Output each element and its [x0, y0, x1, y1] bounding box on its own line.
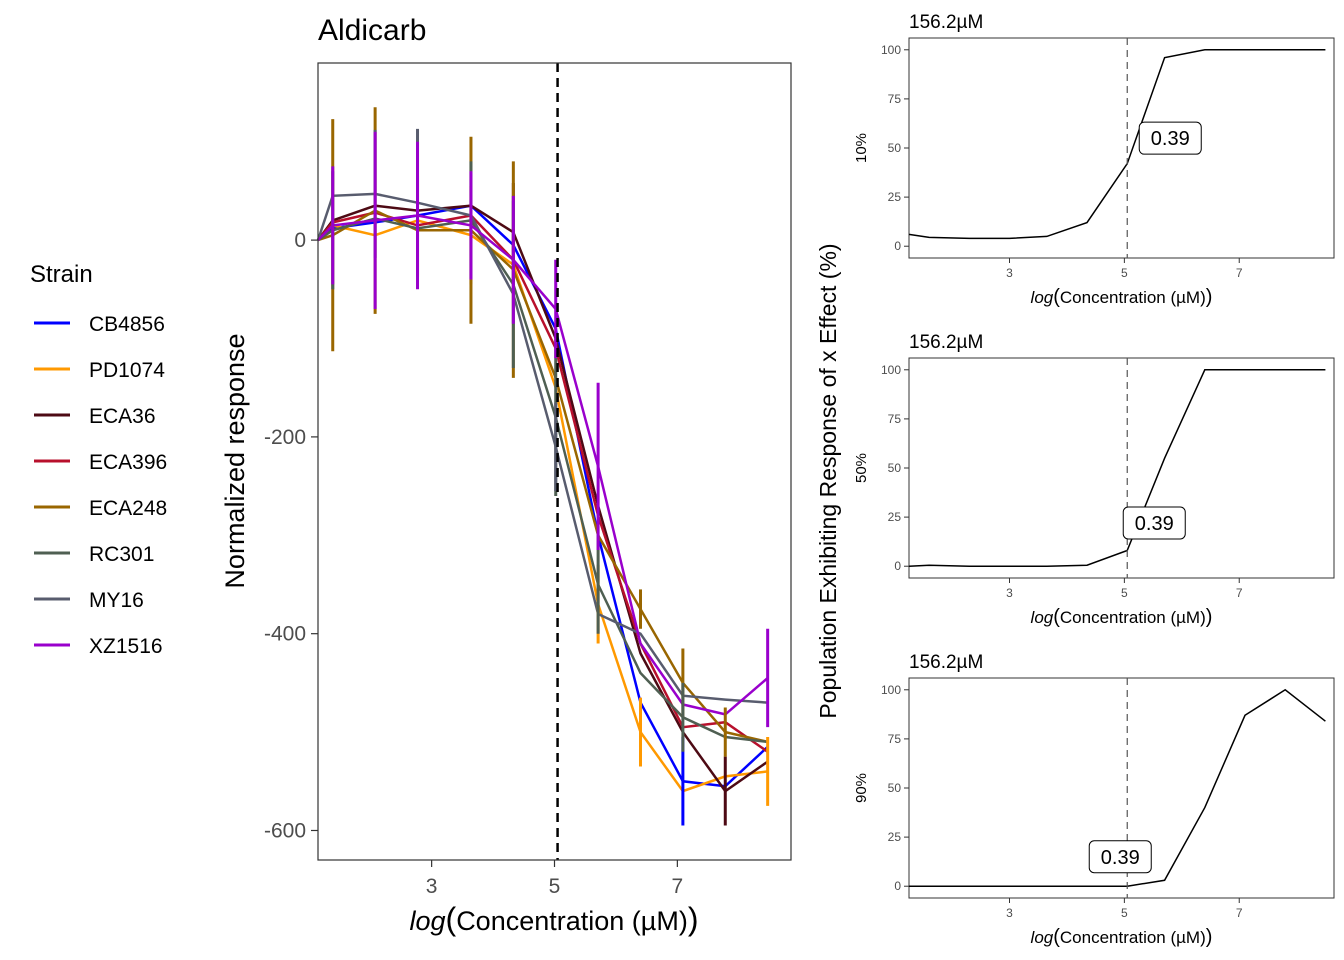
panel-x-axis-label: log(Concentration (µM))	[1031, 286, 1213, 308]
panel-x-tick-label: 7	[1236, 906, 1243, 920]
series-line-my16	[316, 192, 768, 704]
x-label-log: log	[410, 906, 446, 936]
legend-title: Strain	[30, 261, 93, 288]
panel-x-axis-label: log(Concentration (µM))	[1031, 606, 1213, 628]
threshold-panel-90pct: 156.2µM 0.39 3 5 7 0 25 50 75 100 90% log(Concentra…	[853, 652, 1335, 948]
panel-curve	[908, 369, 1326, 567]
panel-y-tick-label: 75	[888, 412, 902, 426]
main-y-tick-label: -400	[264, 623, 306, 646]
panel-y-tick-label: 75	[888, 92, 902, 106]
series-line-eca248	[317, 209, 768, 744]
panel-x-tick-label: 3	[1006, 906, 1013, 920]
panel-border	[908, 357, 1335, 579]
legend-label-eca248: ECA248	[89, 497, 167, 520]
panel-y-axis-label: 90%	[853, 773, 870, 803]
threshold-panel-50pct: 156.2µM 0.39 3 5 7 0 25 50 75 100 50% log(Concentra…	[853, 332, 1335, 628]
legend-label-cb4856: CB4856	[89, 313, 165, 336]
panel-title: 156.2µM	[909, 12, 983, 33]
legend-label-eca396: ECA396	[89, 451, 167, 474]
panel-x-tick-label: 7	[1236, 266, 1243, 280]
panel-y-tick-label: 0	[894, 559, 901, 573]
main-x-tick-label: 5	[549, 875, 561, 898]
outer-y-axis-label: Population Exhibiting Response of x Effe…	[815, 243, 841, 718]
panel-y-tick-label: 25	[888, 830, 902, 844]
panel-title: 156.2µM	[909, 652, 983, 673]
panel-title: 156.2µM	[909, 332, 983, 353]
panel-y-tick-label: 100	[881, 683, 901, 697]
main-x-tick-label: 3	[426, 875, 438, 898]
panel-curve	[908, 49, 1326, 240]
x-label-body: Concentration (µM)	[456, 906, 688, 936]
main-x-axis-label: log(Concentration (µM))	[410, 901, 699, 937]
legend-label-pd1074: PD1074	[89, 359, 165, 382]
main-y-tick-label: -600	[264, 819, 306, 842]
panel-value-label: 0.39	[1101, 847, 1140, 869]
panel-x-tick-label: 3	[1006, 266, 1013, 280]
threshold-panel-10pct: 156.2µM 0.39 3 5 7 0 25 50 75 100 10% log(Concentra…	[853, 12, 1335, 308]
main-chart-title: Aldicarb	[318, 14, 426, 47]
panel-value-label-box	[1138, 121, 1202, 155]
panel-y-tick-label: 100	[881, 363, 901, 377]
series-line-xz1516	[317, 214, 769, 716]
panel-x-tick-label: 5	[1121, 906, 1128, 920]
panel-y-tick-label: 50	[888, 141, 902, 155]
panel-value-label: 0.39	[1135, 513, 1174, 535]
main-chart: Aldicarb 3 5 7 0 -200 -400 -600 Normalized res…	[220, 14, 792, 937]
panel-y-tick-label: 25	[888, 510, 902, 524]
panel-y-tick-label: 0	[894, 879, 901, 893]
panel-y-tick-label: 0	[894, 239, 901, 253]
legend-label-rc301: RC301	[89, 543, 154, 566]
panel-y-tick-label: 25	[888, 190, 902, 204]
main-y-tick-label: 0	[294, 229, 306, 252]
series-line-rc301	[317, 217, 768, 744]
panel-x-tick-label: 5	[1121, 586, 1128, 600]
legend-label-my16: MY16	[89, 589, 144, 612]
panel-border	[908, 37, 1335, 259]
legend-label-xz1516: XZ1516	[89, 635, 163, 658]
main-x-tick-label: 7	[672, 875, 684, 898]
panel-y-tick-label: 100	[881, 43, 901, 57]
panel-y-tick-label: 50	[888, 461, 902, 475]
panel-x-tick-label: 5	[1121, 266, 1128, 280]
legend-label-eca36: ECA36	[89, 405, 156, 428]
panel-x-axis-label: log(Concentration (µM))	[1031, 926, 1213, 948]
panel-y-axis-label: 10%	[853, 133, 870, 163]
panel-value-label-box	[1088, 840, 1152, 874]
panel-value-label-box	[1122, 506, 1186, 540]
strain-legend: Strain CB4856 PD1074 ECA36 ECA396 ECA248 RC30…	[30, 261, 167, 658]
panel-y-tick-label: 75	[888, 732, 902, 746]
panel-x-tick-label: 3	[1006, 586, 1013, 600]
panel-y-axis-label: 50%	[853, 453, 870, 483]
main-y-tick-label: -200	[264, 426, 306, 449]
main-y-axis-label: Normalized response	[220, 333, 250, 588]
panel-x-tick-label: 7	[1236, 586, 1243, 600]
panel-value-label: 0.39	[1151, 128, 1190, 150]
panel-curve	[909, 688, 1326, 887]
panel-y-tick-label: 50	[888, 781, 902, 795]
